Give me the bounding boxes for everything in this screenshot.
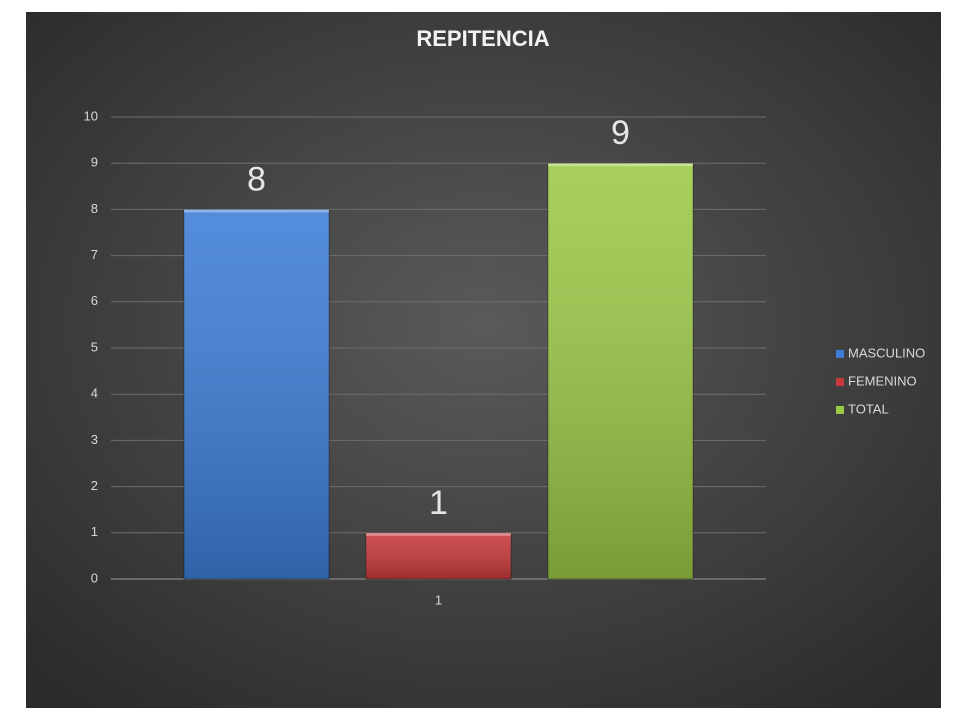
data-label: 1: [429, 484, 448, 522]
y-tick-label: 7: [91, 247, 98, 262]
bar-top: [366, 532, 511, 536]
bar-shade: [366, 532, 511, 579]
y-tick-label: 6: [91, 293, 98, 308]
y-tick-label: 0: [91, 570, 98, 585]
bar-top: [184, 209, 329, 213]
legend-swatch: [836, 406, 844, 414]
bar-shade: [184, 209, 329, 579]
legend-swatch: [836, 378, 844, 386]
y-tick-label: 1: [91, 524, 98, 539]
x-tick-label: 1: [435, 592, 442, 607]
legend-label: TOTAL: [848, 401, 889, 416]
data-label: 8: [247, 160, 266, 198]
bar-top: [548, 163, 693, 167]
y-tick-label: 10: [84, 108, 98, 123]
y-tick-label: 5: [91, 339, 98, 354]
chart-title: REPITENCIA: [416, 26, 549, 51]
legend-label: MASCULINO: [848, 345, 925, 360]
legend-swatch: [836, 350, 844, 358]
y-tick-label: 9: [91, 155, 98, 170]
chart-background: [26, 12, 941, 708]
y-tick-label: 2: [91, 478, 98, 493]
legend-label: FEMENINO: [848, 373, 917, 388]
y-tick-label: 3: [91, 432, 98, 447]
y-tick-label: 4: [91, 386, 98, 401]
bar-shade: [548, 163, 693, 579]
y-tick-label: 8: [91, 201, 98, 216]
data-label: 9: [611, 114, 630, 152]
